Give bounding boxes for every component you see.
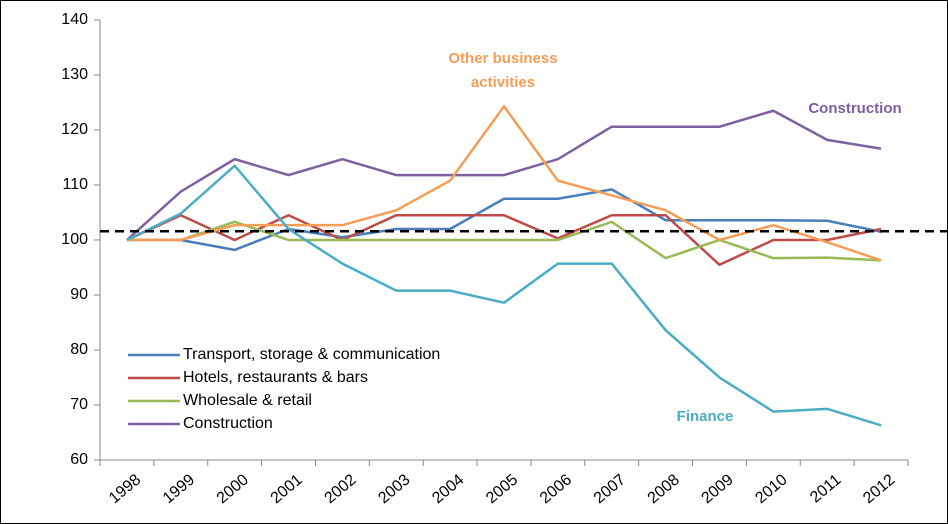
y-tick-label: 80 — [70, 341, 88, 358]
x-tick-label: 2008 — [645, 471, 683, 507]
legend-label: Transport, storage & communication — [183, 346, 440, 363]
x-tick-label: 2004 — [429, 471, 467, 507]
x-tick-label: 2007 — [591, 471, 629, 507]
x-tick-label: 2006 — [537, 471, 575, 507]
series-line — [126, 104, 882, 262]
series-line — [126, 220, 882, 262]
x-tick-label: 2001 — [268, 471, 306, 507]
legend-label: Construction — [183, 415, 273, 432]
x-tick-label: 2011 — [807, 471, 844, 506]
y-tick-label: 140 — [61, 11, 88, 28]
y-tick-label: 130 — [61, 66, 88, 83]
series-line — [126, 188, 882, 252]
x-tick-label: 1999 — [160, 471, 198, 507]
y-tick-label: 60 — [70, 451, 88, 468]
y-tick-label: 120 — [61, 121, 88, 138]
legend-label: Hotels, restaurants & bars — [183, 369, 368, 386]
legend-label: Wholesale & retail — [183, 392, 312, 409]
x-tick-label: 2012 — [860, 471, 898, 507]
x-tick-label: 1998 — [106, 471, 144, 507]
x-tick-label: 2005 — [483, 471, 521, 507]
x-tick-label: 2000 — [214, 471, 252, 507]
y-tick-label: 100 — [61, 231, 88, 248]
y-tick-label: 70 — [70, 396, 88, 413]
y-tick-label: 110 — [62, 176, 88, 193]
y-tick-label: 90 — [70, 286, 88, 303]
series-line — [126, 109, 882, 241]
annotation: Other business activities — [448, 50, 558, 91]
annotation: Construction — [808, 100, 902, 117]
annotation: Finance — [676, 408, 734, 425]
series-line — [126, 163, 882, 427]
x-tick-label: 2003 — [375, 471, 413, 507]
x-tick-label: 2009 — [699, 471, 737, 507]
x-tick-label: 2010 — [752, 471, 790, 507]
x-tick-label: 2002 — [321, 471, 359, 507]
